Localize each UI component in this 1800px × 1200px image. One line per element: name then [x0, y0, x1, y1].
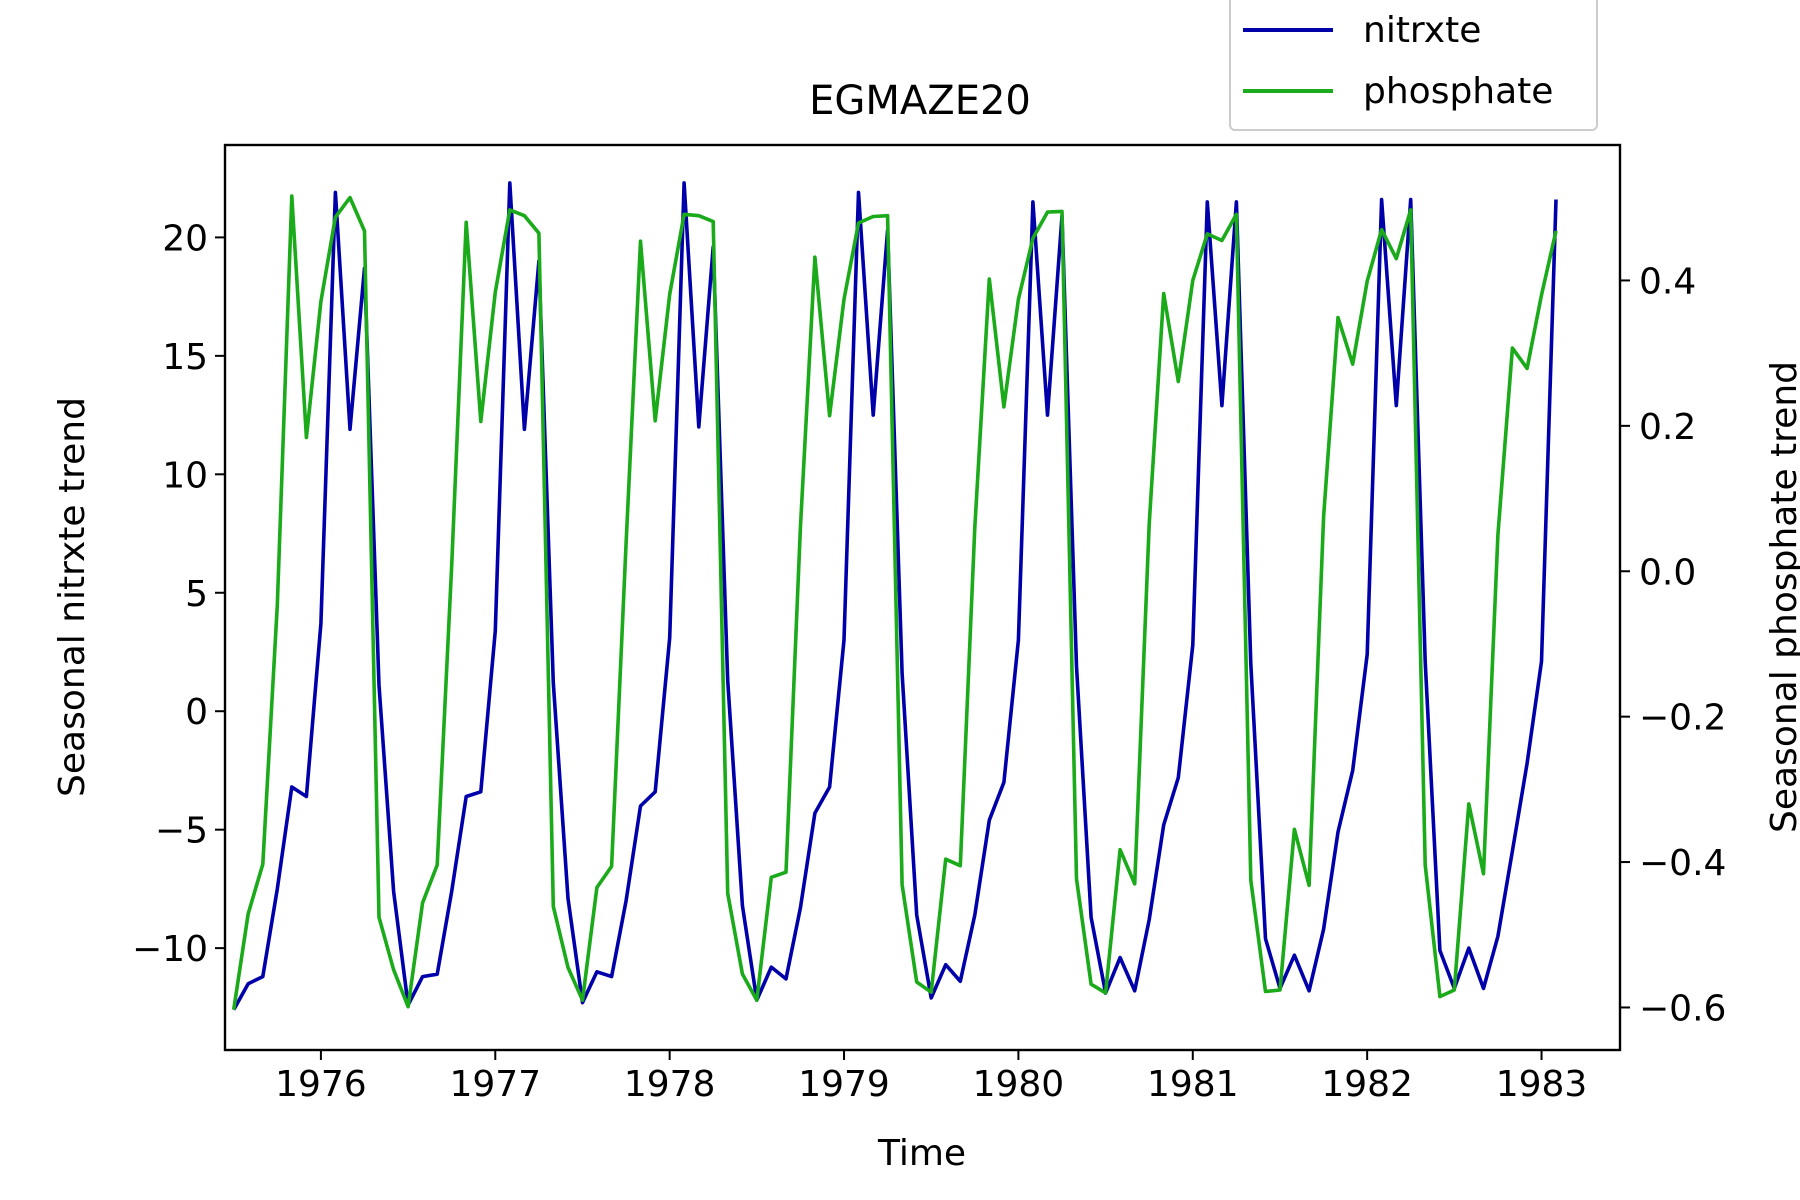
legend-box	[1229, 0, 1598, 131]
y2-tick-label: −0.6	[1639, 988, 1726, 1029]
x-tick-label: 1981	[1147, 1064, 1239, 1105]
legend-label-nitrxte: nitrxte	[1363, 10, 1481, 51]
y-axis-left: −10 −5 0 5 10 15 20	[132, 218, 225, 970]
x-tick-label: 1982	[1321, 1064, 1413, 1105]
x-tick-label: 1976	[275, 1064, 367, 1105]
y-tick-label: 20	[162, 218, 208, 259]
legend: nitrxte phosphate	[1229, 0, 1598, 131]
y2-tick-label: −0.2	[1639, 698, 1726, 739]
y-tick-label: 0	[185, 692, 208, 733]
y-tick-label: 15	[162, 337, 208, 378]
y-tick-label: −5	[155, 811, 208, 852]
y2-tick-label: 0.0	[1639, 552, 1696, 593]
y-tick-label: −10	[132, 929, 208, 970]
y2-tick-label: 0.2	[1639, 407, 1696, 448]
series-layer	[231, 181, 1558, 1011]
x-tick-label: 1983	[1496, 1064, 1588, 1105]
plot-area	[223, 143, 1622, 1052]
y2-tick-label: 0.4	[1639, 261, 1696, 302]
y-axis-right: −0.6 −0.4 −0.2 0.0 0.2 0.4	[1620, 261, 1726, 1029]
plot-frame	[223, 143, 1622, 1052]
y-axis-label: Seasonal nitrxte trend	[52, 397, 93, 797]
chart-title: EGMAZE20	[809, 78, 1031, 124]
x-tick-label: 1977	[449, 1064, 541, 1105]
series-line-phosphate	[231, 194, 1558, 1010]
y2-tick-label: −0.4	[1639, 843, 1726, 884]
x-axis: 1976 1977 1978 1979 1980 1981 1982 1983	[275, 1050, 1587, 1105]
y2-axis-label: Seasonal phosphate trend	[1764, 361, 1800, 833]
series-line-nitrxte	[232, 181, 1558, 1011]
x-axis-label: Time	[877, 1133, 966, 1174]
x-tick-label: 1980	[973, 1064, 1065, 1105]
legend-label-phosphate: phosphate	[1363, 71, 1553, 112]
y-tick-label: 5	[185, 574, 208, 615]
y-tick-label: 10	[162, 455, 208, 496]
x-tick-label: 1978	[624, 1064, 716, 1105]
x-tick-label: 1979	[798, 1064, 890, 1105]
